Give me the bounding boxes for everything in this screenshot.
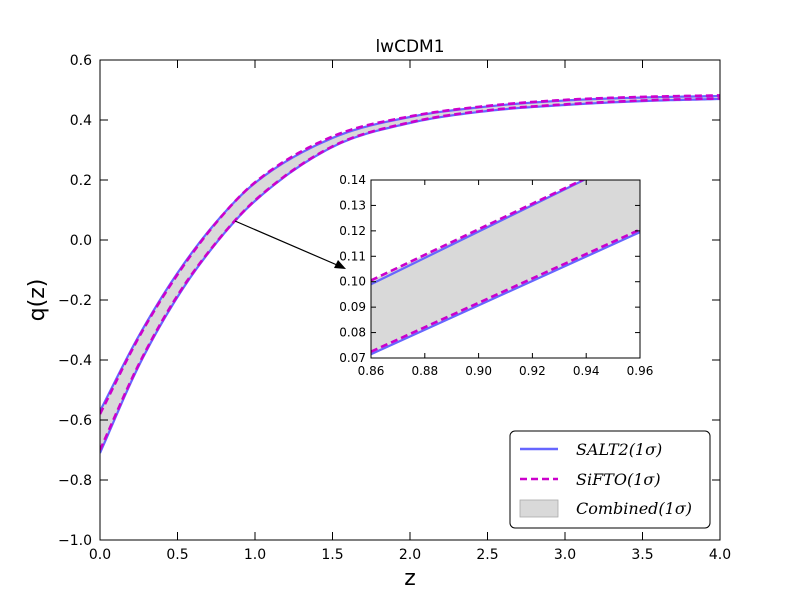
y-tick-label: −0.4 xyxy=(58,353,92,369)
inset-band-layer xyxy=(371,180,640,355)
legend-label-salt2: SALT2(1σ) xyxy=(576,440,662,459)
inset-ticks: 0.86 0.88 0.90 0.92 0.94 0.96 0.07 0.08 0.09 0.10… xyxy=(339,173,653,378)
x-tick-label: 2.0 xyxy=(399,547,421,563)
inset-sifto-lower-line xyxy=(371,228,640,353)
x-tick-label: 2.5 xyxy=(476,547,498,563)
inset-salt2-upper-line xyxy=(371,180,587,286)
y-axis-label: q(z) xyxy=(25,279,50,322)
chart-title: lwCDM1 xyxy=(375,37,444,57)
inset-combined-band xyxy=(371,180,640,355)
inset-x-tick-label: 0.94 xyxy=(573,364,600,378)
inset-y-tick-label: 0.11 xyxy=(339,249,366,263)
main-ticks: 0.0 0.5 1.0 1.5 2.0 2.5 3.0 3.5 4.0 −1.0 −0.8 −0.6 −… xyxy=(58,53,731,563)
combined-band-layer xyxy=(100,95,720,454)
inset-y-tick-label: 0.12 xyxy=(339,224,366,238)
inset-y-tick-label: 0.08 xyxy=(339,326,366,340)
inset-y-tick-label: 0.13 xyxy=(339,198,366,212)
inset-x-tick-label: 0.92 xyxy=(519,364,546,378)
inset-x-tick-label: 0.86 xyxy=(358,364,385,378)
legend-swatch-combined xyxy=(519,499,559,518)
y-tick-label: −1.0 xyxy=(58,533,92,549)
x-tick-label: 1.0 xyxy=(244,547,266,563)
legend-label-combined: Combined(1σ) xyxy=(576,499,692,518)
y-tick-label: 0.0 xyxy=(70,233,92,249)
inset-y-tick-label: 0.09 xyxy=(339,300,366,314)
legend-box xyxy=(509,430,711,529)
inset-x-tick-label: 0.90 xyxy=(465,364,492,378)
zoom-arrow xyxy=(234,220,346,269)
plot-frame xyxy=(99,59,721,541)
y-tick-label: 0.2 xyxy=(70,173,92,189)
x-tick-label: 3.5 xyxy=(631,547,653,563)
x-tick-label: 0.0 xyxy=(89,547,111,563)
inset-x-tick-label: 0.88 xyxy=(411,364,438,378)
series-layer xyxy=(100,94,720,454)
x-tick-label: 0.5 xyxy=(166,547,188,563)
y-tick-label: −0.2 xyxy=(58,293,92,309)
legend: SALT2(1σ) SiFTO(1σ) Combined(1σ) xyxy=(509,430,711,529)
inset-y-tick-label: 0.07 xyxy=(339,351,366,365)
x-tick-label: 3.0 xyxy=(554,547,576,563)
y-tick-label: −0.6 xyxy=(58,413,92,429)
sifto-upper-line xyxy=(100,94,720,415)
combined-band xyxy=(100,95,720,454)
salt2-lower-line xyxy=(100,97,720,454)
y-tick-label: 0.4 xyxy=(70,113,92,129)
x-tick-label: 1.5 xyxy=(321,547,343,563)
y-tick-label: −0.8 xyxy=(58,473,92,489)
inset-y-tick-label: 0.10 xyxy=(339,275,366,289)
inset-sifto-upper-line xyxy=(371,180,586,282)
inset-y-tick-label: 0.14 xyxy=(339,173,366,187)
x-tick-label: 4.0 xyxy=(709,547,731,563)
inset-series-layer xyxy=(371,180,640,356)
legend-label-sifto: SiFTO(1σ) xyxy=(576,470,661,489)
inset-frame xyxy=(370,179,641,359)
inset-x-tick-label: 0.96 xyxy=(627,364,654,378)
x-axis-label: z xyxy=(404,566,416,591)
y-tick-label: 0.6 xyxy=(70,53,92,69)
inset-salt2-lower-line xyxy=(371,231,640,356)
